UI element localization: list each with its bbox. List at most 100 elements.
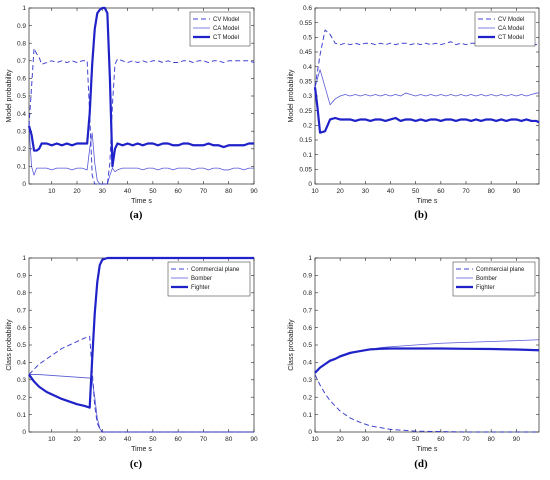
x-tick-label: 50 <box>412 436 420 443</box>
y-tick-label: 0.55 <box>299 20 312 27</box>
legend-label: Fighter <box>476 285 495 291</box>
x-tick-label: 40 <box>387 436 395 443</box>
y-tick-label: 0.9 <box>303 273 312 280</box>
x-tick-label: 60 <box>437 188 445 195</box>
y-tick-label: 0.25 <box>299 108 312 115</box>
x-tick-label: 40 <box>124 436 132 443</box>
panel-caption: (d) <box>414 458 428 470</box>
series-line-bomber <box>29 374 254 433</box>
chart-panel-a: 10 20 30 40 50 60 70 80 90 0 0.1 0.2 0.3 0.4 0.5 0.6 0.7… <box>6 5 258 221</box>
series-line-commercial-plane <box>314 374 539 433</box>
x-axis-label: Time s <box>417 446 438 453</box>
x-tick-label: 60 <box>175 188 183 195</box>
y-tick-label: 0.4 <box>17 111 26 118</box>
legend-label: CT Model <box>498 35 524 41</box>
series-line-ca-model <box>28 125 254 185</box>
y-axis-label: Class probability <box>288 319 295 371</box>
x-tick-label: 10 <box>311 188 319 195</box>
y-tick-label: 0.4 <box>17 360 26 367</box>
legend-label: Commercial plane <box>191 267 240 273</box>
y-tick-label: 0.2 <box>303 123 312 130</box>
x-tick-label: 20 <box>73 436 81 443</box>
series-line-fighter <box>28 256 254 409</box>
y-tick-label: 0.8 <box>17 40 26 47</box>
y-tick-label: 0 <box>308 429 312 436</box>
legend-label: CA Model <box>498 26 524 32</box>
series-line-cv-model <box>28 47 255 185</box>
y-tick-label: 0.3 <box>17 128 26 135</box>
x-tick-label: 20 <box>337 436 345 443</box>
chart-panel-c: 10 20 30 40 50 60 70 80 90 0 0.1 0.2 0.3 0.4 0.5 0.6 0.7… <box>6 255 258 470</box>
x-tick-label: 80 <box>488 188 496 195</box>
x-tick-label: 90 <box>513 436 521 443</box>
y-tick-label: 0.8 <box>303 290 312 297</box>
x-tick-label: 60 <box>175 436 183 443</box>
x-tick-label: 30 <box>99 188 107 195</box>
y-tick-label: 0.4 <box>303 64 312 71</box>
y-tick-label: 0.1 <box>303 412 312 419</box>
legend-box <box>474 11 536 47</box>
series-line-ca-model <box>314 69 539 106</box>
x-tick-label: 50 <box>149 436 157 443</box>
y-tick-label: 0.2 <box>17 146 26 153</box>
y-tick-label: 0.7 <box>17 58 26 65</box>
legend-label: Bomber <box>476 276 497 282</box>
y-tick-label: 0 <box>22 429 26 436</box>
legend-label: CT Model <box>213 35 239 41</box>
x-tick-label: 30 <box>362 188 370 195</box>
y-tick-label: 1 <box>308 255 312 262</box>
y-tick-label: 0.6 <box>303 5 312 12</box>
x-tick-label: 40 <box>387 188 395 195</box>
x-tick-label: 60 <box>437 436 445 443</box>
x-tick-label: 80 <box>225 188 233 195</box>
y-tick-label: 0.6 <box>17 325 26 332</box>
y-tick-label: 0.1 <box>17 164 26 171</box>
y-tick-label: 0.1 <box>303 152 312 159</box>
series-line-ct-model <box>313 87 540 134</box>
x-tick-label: 70 <box>200 436 208 443</box>
x-tick-label: 10 <box>311 436 319 443</box>
y-tick-label: 0.5 <box>17 342 26 349</box>
legend-box <box>167 261 251 297</box>
y-tick-label: 0.6 <box>303 325 312 332</box>
legend-label: Commercial plane <box>476 267 525 273</box>
y-tick-label: 0 <box>308 181 312 188</box>
y-tick-label: 0.15 <box>299 137 312 144</box>
series-line-ct-model <box>27 6 254 168</box>
y-tick-label: 1 <box>22 5 26 12</box>
x-tick-label: 70 <box>462 436 470 443</box>
x-tick-label: 20 <box>73 188 81 195</box>
y-tick-label: 0.05 <box>299 167 312 174</box>
x-tick-label: 50 <box>149 188 157 195</box>
y-tick-label: 0.8 <box>17 290 26 297</box>
x-tick-label: 10 <box>48 188 56 195</box>
y-axis-label: Class probability <box>6 319 13 371</box>
x-tick-label: 10 <box>48 436 56 443</box>
panel-caption: (c) <box>130 458 143 470</box>
y-tick-label: 0.3 <box>303 377 312 384</box>
panel-caption: (a) <box>130 209 143 221</box>
y-axis-label: Model probability <box>6 69 13 122</box>
x-tick-label: 50 <box>412 188 420 195</box>
legend-label: Bomber <box>191 276 212 282</box>
panel-caption: (b) <box>414 209 428 221</box>
chart-panel-d: 10 20 30 40 50 60 70 80 90 0 0.1 0.2 0.3 0.4 0.5 0.6 0.7… <box>288 255 540 470</box>
legend-box <box>452 261 536 297</box>
x-tick-label: 90 <box>250 188 258 195</box>
x-tick-label: 70 <box>462 188 470 195</box>
x-tick-label: 30 <box>362 436 370 443</box>
legend-box <box>189 11 251 47</box>
y-tick-label: 0.4 <box>303 360 312 367</box>
y-tick-label: 0.45 <box>299 49 312 56</box>
y-tick-label: 0.2 <box>17 394 26 401</box>
y-tick-label: 0.5 <box>303 342 312 349</box>
y-tick-label: 0.5 <box>17 93 26 100</box>
x-tick-label: 90 <box>250 436 258 443</box>
series-line-fighter <box>314 347 540 374</box>
x-tick-label: 80 <box>225 436 233 443</box>
y-tick-label: 0.9 <box>17 23 26 30</box>
y-tick-label: 0.7 <box>303 307 312 314</box>
legend-label: CV Model <box>213 17 239 23</box>
y-tick-label: 1 <box>22 255 26 262</box>
